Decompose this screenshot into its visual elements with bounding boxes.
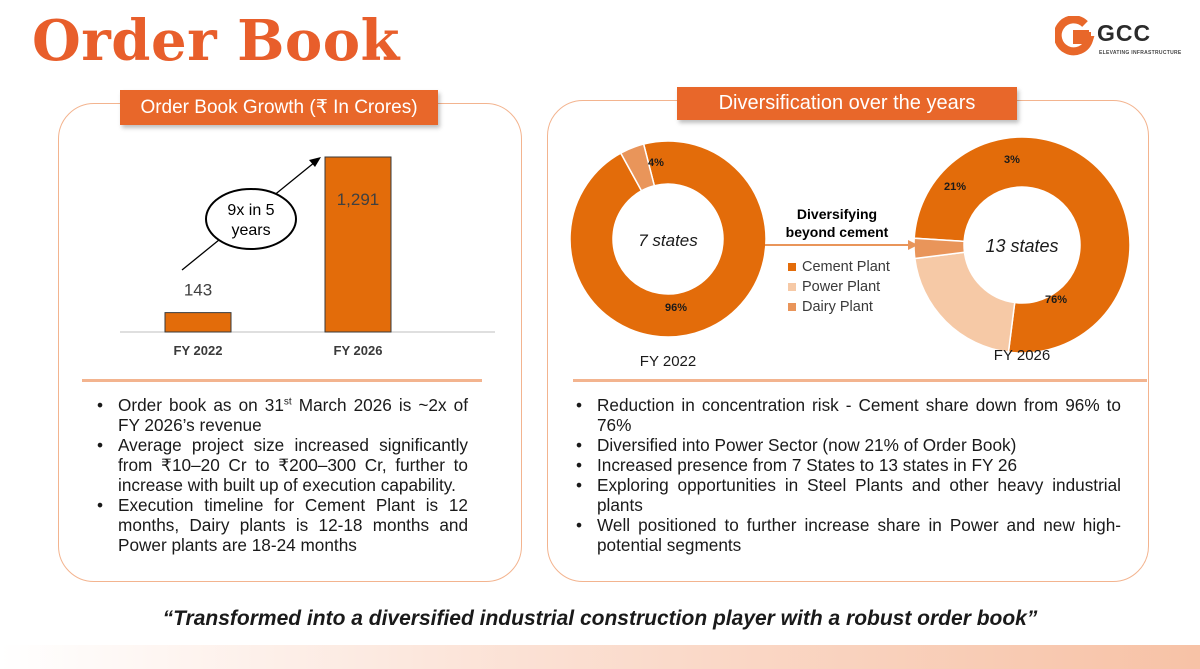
donut-year-label: FY 2022	[640, 353, 696, 370]
page-title: Order Book	[32, 8, 400, 74]
diversification-bullet: Increased presence from 7 States to 13 s…	[571, 455, 1121, 475]
donut-slice	[569, 140, 767, 338]
growth-label-line1: 9x in 5	[227, 202, 274, 219]
order-book-bullet: Average project size increased significa…	[92, 435, 468, 495]
growth-arrow-head	[309, 157, 321, 167]
diversification-bullets: Reduction in concentration risk - Cement…	[571, 395, 1121, 555]
legend-swatch	[788, 283, 796, 291]
growth-ellipse	[205, 188, 297, 250]
legend-swatch	[788, 263, 796, 271]
bar-value-label: 143	[184, 281, 212, 300]
tagline: “Transformed into a diversified industri…	[162, 607, 1038, 630]
order-book-bullets: Order book as on 31st March 2026 is ~2x …	[92, 395, 468, 555]
left-divider	[82, 379, 482, 382]
x-tick-label: FY 2022	[174, 343, 223, 358]
company-logo: GCC ELEVATING INFRASTRUCTURE	[1053, 15, 1185, 64]
diversification-donut-charts: 96% 4% 7 states FY 2022 76% 21% 3% 13 states FY…	[569, 136, 1131, 370]
legend-label: Dairy Plant	[802, 299, 873, 315]
donut-year-label: FY 2026	[994, 347, 1050, 364]
bar-value-label: 1,291	[337, 190, 380, 209]
logo-tagline: ELEVATING INFRASTRUCTURE	[1099, 50, 1182, 56]
right-divider	[573, 379, 1147, 382]
slice-label: 96%	[665, 302, 687, 314]
order-book-bullet: Execution timeline for Cement Plant is 1…	[92, 495, 468, 555]
diversification-bullet: Well positioned to further increase shar…	[571, 515, 1121, 555]
arrow-label-line2: beyond cement	[786, 224, 889, 240]
growth-label-line2: years	[231, 222, 270, 239]
order-book-bar-chart: 143 FY 2022 1,291 FY 2026 9x in 5 years	[120, 156, 495, 358]
slice-label: 21%	[944, 181, 966, 193]
legend-swatch	[788, 303, 796, 311]
diversification-bullet: Exploring opportunities in Steel Plants …	[571, 475, 1121, 515]
donut-slice	[913, 136, 1131, 354]
diversification-header: Diversification over the years	[677, 87, 1017, 120]
legend-label: Power Plant	[802, 279, 880, 295]
donut-center-label: 7 states	[638, 231, 698, 250]
gcc-logo-icon	[1053, 15, 1095, 56]
diversification-bullet: Reduction in concentration risk - Cement…	[571, 395, 1121, 435]
order-book-bullet: Order book as on 31st March 2026 is ~2x …	[92, 395, 468, 435]
order-book-growth-header: Order Book Growth (₹ In Crores)	[120, 90, 438, 125]
arrow-label-line1: Diversifying	[797, 206, 877, 222]
bottom-band	[0, 645, 1200, 669]
diversification-bullet: Diversified into Power Sector (now 21% o…	[571, 435, 1121, 455]
diversify-arrow-head	[908, 240, 918, 250]
slice-label: 76%	[1045, 294, 1067, 306]
donut-slice	[914, 251, 1016, 353]
x-tick-label: FY 2026	[334, 343, 383, 358]
logo-name: GCC	[1097, 20, 1152, 46]
bar	[164, 312, 232, 333]
donut-slice	[619, 143, 656, 192]
slice-label: 3%	[1004, 154, 1020, 166]
donut-slice	[913, 237, 966, 260]
bar	[324, 156, 392, 333]
donut-center-label: 13 states	[985, 236, 1058, 256]
slice-label: 4%	[648, 157, 664, 169]
legend-label: Cement Plant	[802, 259, 890, 275]
